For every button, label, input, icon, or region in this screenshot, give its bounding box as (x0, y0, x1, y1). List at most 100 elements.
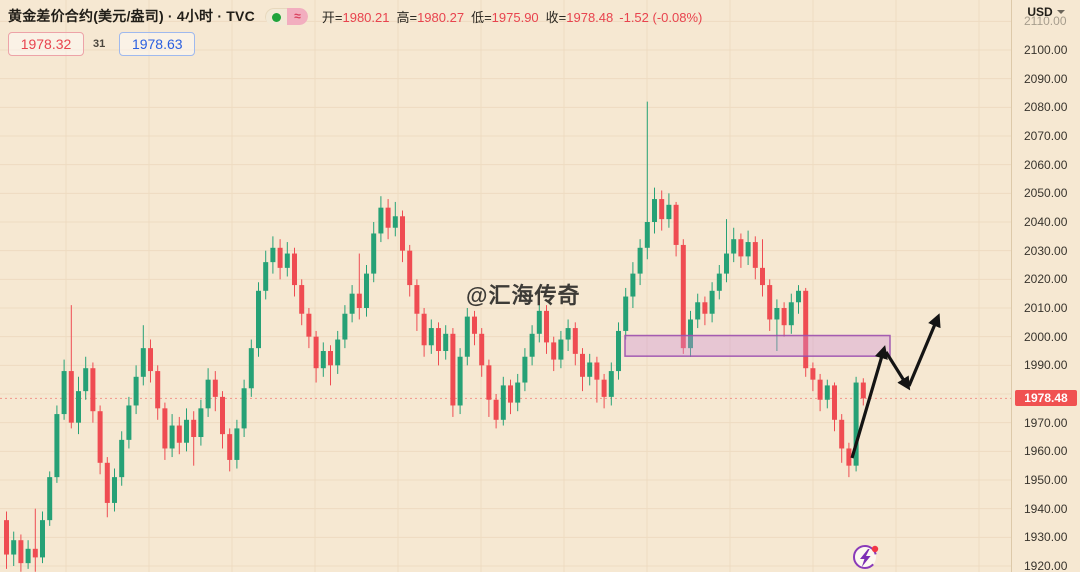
symbol-title[interactable]: 黄金差价合约(美元/盎司) · 4小时 · TVC (8, 8, 255, 24)
candle[interactable] (688, 310, 693, 357)
candle[interactable] (500, 376, 506, 426)
market-status-pill[interactable]: ≈ (264, 7, 308, 25)
candle[interactable] (4, 511, 9, 569)
supply-zone-rectangle[interactable] (624, 334, 891, 357)
trend-arrow[interactable] (850, 345, 888, 459)
candle[interactable] (292, 247, 297, 297)
flash-promo-button[interactable] (851, 542, 881, 572)
candle[interactable] (126, 396, 132, 449)
candle[interactable] (277, 239, 283, 280)
candle[interactable] (378, 196, 384, 243)
candle[interactable] (846, 442, 852, 478)
candle[interactable] (263, 250, 269, 300)
candle[interactable] (299, 279, 305, 326)
candle[interactable] (666, 193, 672, 228)
candle[interactable] (486, 359, 492, 417)
candle[interactable] (313, 330, 319, 383)
candle[interactable] (565, 319, 571, 352)
candle[interactable] (11, 531, 17, 567)
candle[interactable] (788, 293, 794, 334)
candle[interactable] (695, 293, 701, 329)
candle[interactable] (68, 305, 74, 429)
candle[interactable] (407, 244, 413, 297)
candle[interactable] (306, 308, 312, 349)
candle[interactable] (234, 419, 240, 469)
price-axis[interactable]: USD 2110.00 2100.00 2090.00 2080.00 2070.00 2… (1011, 0, 1080, 572)
candle[interactable] (587, 353, 593, 386)
candle[interactable] (320, 342, 326, 377)
candle[interactable] (112, 468, 117, 512)
candle[interactable] (479, 328, 485, 377)
candle[interactable] (781, 302, 787, 337)
candle[interactable] (551, 336, 557, 372)
candle[interactable] (198, 399, 204, 446)
candle[interactable] (601, 373, 607, 409)
candle[interactable] (76, 376, 81, 435)
candle[interactable] (745, 230, 751, 266)
candle[interactable] (536, 302, 542, 343)
candle[interactable] (385, 199, 391, 240)
candle[interactable] (824, 379, 830, 409)
candle[interactable] (119, 431, 125, 486)
candle[interactable] (544, 305, 549, 354)
candle[interactable] (414, 279, 420, 331)
candle[interactable] (594, 356, 600, 403)
candle[interactable] (284, 242, 290, 277)
candle[interactable] (810, 362, 816, 392)
candle[interactable] (774, 299, 780, 352)
candle[interactable] (18, 534, 24, 572)
candle[interactable] (493, 394, 499, 429)
candle[interactable] (709, 282, 715, 323)
candle[interactable] (616, 322, 621, 380)
candle[interactable] (716, 265, 722, 300)
candle[interactable] (652, 187, 657, 234)
candle[interactable] (191, 411, 197, 466)
candle[interactable] (796, 285, 801, 314)
candle[interactable] (248, 339, 254, 397)
candle[interactable] (472, 310, 477, 346)
candle[interactable] (54, 405, 60, 483)
candle[interactable] (752, 236, 758, 280)
candle[interactable] (428, 319, 434, 354)
candle[interactable] (205, 368, 211, 417)
candle[interactable] (356, 253, 362, 320)
candle[interactable] (817, 373, 823, 412)
candle[interactable] (270, 236, 276, 274)
candle[interactable] (176, 416, 182, 455)
candle[interactable] (90, 362, 96, 423)
candle[interactable] (421, 308, 427, 357)
candle[interactable] (328, 345, 333, 386)
candle[interactable] (335, 330, 341, 374)
candle[interactable] (364, 265, 369, 317)
candle[interactable] (464, 308, 470, 366)
candle[interactable] (220, 391, 225, 449)
candle[interactable] (212, 371, 218, 412)
trend-arrow[interactable] (907, 313, 941, 387)
candle[interactable] (760, 239, 765, 297)
candle[interactable] (738, 233, 744, 268)
candle[interactable] (97, 405, 103, 475)
candle[interactable] (673, 201, 679, 257)
candle[interactable] (767, 279, 773, 331)
buy-price-button[interactable]: 1978.63 (119, 32, 196, 56)
candle[interactable] (140, 325, 146, 386)
candle[interactable] (241, 379, 247, 438)
candle[interactable] (162, 402, 168, 460)
candle[interactable] (637, 239, 643, 286)
candle[interactable] (515, 373, 521, 412)
candle[interactable] (436, 322, 441, 366)
candle[interactable] (155, 365, 161, 420)
candle[interactable] (227, 428, 233, 472)
candle[interactable] (522, 348, 528, 392)
candle[interactable] (392, 201, 398, 237)
candle[interactable] (731, 227, 737, 263)
candle[interactable] (623, 287, 629, 340)
candle[interactable] (25, 540, 31, 569)
candle[interactable] (630, 262, 636, 309)
candle[interactable] (839, 414, 845, 463)
candle[interactable] (148, 339, 153, 383)
candle[interactable] (644, 101, 650, 260)
candle[interactable] (724, 219, 729, 283)
candle[interactable] (104, 457, 110, 518)
candle[interactable] (659, 190, 665, 231)
